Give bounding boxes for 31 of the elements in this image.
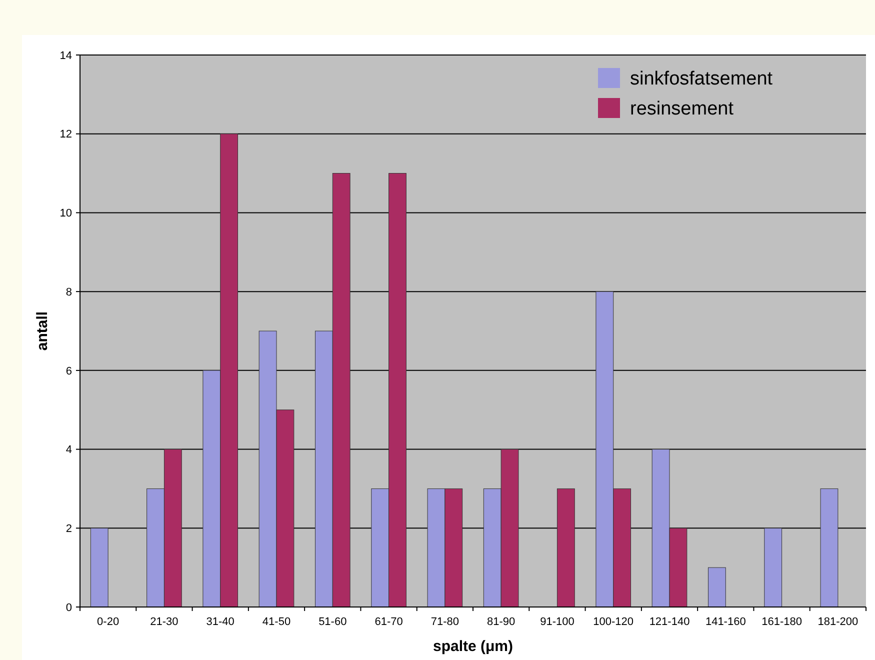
x-tick-label: 81-90 — [487, 616, 516, 628]
legend-label: sinkfosfatsement — [630, 68, 774, 90]
x-tick-label: 61-70 — [374, 616, 403, 628]
x-tick-label: 31-40 — [206, 616, 234, 628]
legend-label: resinsement — [630, 98, 734, 120]
x-tick-label: 51-60 — [318, 616, 347, 628]
y-tick-label: 8 — [66, 286, 72, 298]
x-tick-label: 181-200 — [818, 616, 858, 628]
y-tick-label: 2 — [66, 522, 72, 535]
y-tick-label: 0 — [66, 602, 72, 614]
bar — [764, 528, 782, 608]
bar — [90, 528, 108, 608]
bar — [820, 488, 838, 608]
y-tick-label: 6 — [66, 365, 72, 378]
x-tick-label: 100-120 — [593, 616, 634, 628]
bar — [556, 488, 575, 608]
x-tick-label: 71-80 — [430, 616, 459, 628]
y-tick-label: 4 — [66, 444, 72, 456]
y-tick-label: 12 — [60, 128, 72, 141]
y-tick-label: 10 — [60, 208, 72, 220]
y-tick-label: 14 — [60, 50, 72, 62]
x-tick-label: 41-50 — [262, 616, 291, 628]
x-tick-label: 91-100 — [540, 616, 574, 628]
x-tick-label: 121-140 — [649, 616, 690, 628]
x-tick-label: 161-180 — [762, 616, 802, 628]
bar — [708, 567, 726, 608]
x-tick-label: 0-20 — [97, 616, 120, 628]
x-tick-label: 141-160 — [705, 616, 746, 628]
x-tick-label: 21-30 — [150, 616, 178, 628]
x-axis-title: spalte (μm) — [432, 638, 514, 655]
y-axis-title: antall — [34, 311, 51, 351]
